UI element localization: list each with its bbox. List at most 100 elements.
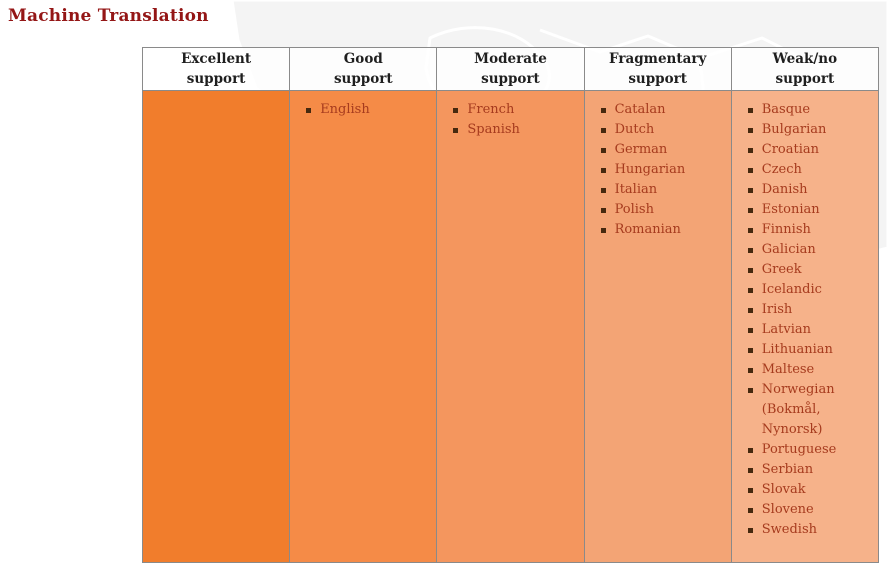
language-label: Latvian — [761, 322, 811, 337]
language-item: Basque — [747, 100, 864, 120]
language-label: English — [320, 102, 370, 117]
language-label: Croatian — [761, 142, 819, 157]
language-item: Polish — [600, 200, 717, 220]
header-excellent-support: Excellent support — [141, 47, 291, 91]
language-label: Serbian — [761, 462, 814, 477]
language-item: Icelandic — [747, 280, 864, 300]
language-label: Portuguese — [761, 442, 837, 457]
language-item: Dutch — [600, 120, 717, 140]
cell-excellent-support — [141, 90, 291, 563]
body-row: English French — [141, 90, 880, 563]
language-list-good: English — [290, 91, 436, 120]
language-item: German — [600, 140, 717, 160]
language-item: Catalan — [600, 100, 717, 120]
language-label: Greek — [761, 262, 802, 277]
bullet-icon — [747, 288, 753, 293]
language-label: Danish — [761, 182, 808, 197]
language-label: Slovak — [761, 482, 806, 497]
bullet-icon — [747, 168, 753, 173]
language-list-weak-no: Basque Bulgarian Croatian — [732, 91, 878, 540]
bullet-icon — [747, 508, 753, 513]
language-item: Italian — [600, 180, 717, 200]
language-item: English — [305, 100, 422, 120]
language-label: Spanish — [467, 122, 520, 137]
bullet-icon — [747, 308, 753, 313]
language-item: Romanian — [600, 220, 717, 240]
language-item: Finnish — [747, 220, 864, 240]
language-label: Slovene — [761, 502, 814, 517]
bullet-icon — [747, 388, 753, 393]
machine-translation-support-table: Excellent support Good support Moderate … — [141, 47, 880, 563]
language-item: Latvian — [747, 320, 864, 340]
language-item: Czech — [747, 160, 864, 180]
language-item: Hungarian — [600, 160, 717, 180]
language-label: Bulgarian — [761, 122, 827, 137]
language-item: Spanish — [452, 120, 569, 140]
language-item: Portuguese — [747, 440, 864, 460]
language-label: Dutch — [614, 122, 655, 137]
bullet-icon — [600, 148, 606, 153]
bullet-icon — [600, 168, 606, 173]
bullet-icon — [747, 188, 753, 193]
bullet-icon — [747, 228, 753, 233]
language-item: Slovak — [747, 480, 864, 500]
language-item: Croatian — [747, 140, 864, 160]
language-list-excellent — [143, 91, 289, 100]
bullet-icon — [747, 248, 753, 253]
cell-good-support: English — [289, 90, 438, 563]
header-fragmentary-support: Fragmentary support — [583, 47, 732, 91]
bullet-icon — [747, 348, 753, 353]
language-label: Lithuanian — [761, 342, 833, 357]
language-list-fragmentary: Catalan Dutch German — [585, 91, 731, 240]
page-title: Machine Translation — [8, 6, 209, 26]
bullet-icon — [747, 148, 753, 153]
bullet-icon — [747, 328, 753, 333]
header-row: Excellent support Good support Moderate … — [141, 47, 880, 91]
language-item: Swedish — [747, 520, 864, 540]
header-good-support: Good support — [289, 47, 438, 91]
cell-weak-no-support: Basque Bulgarian Croatian — [730, 90, 880, 563]
language-label: Italian — [614, 182, 658, 197]
language-label: Norwegian (Bokmål, Nynorsk) — [761, 382, 835, 437]
language-label: Hungarian — [614, 162, 686, 177]
language-item: Bulgarian — [747, 120, 864, 140]
language-label: Swedish — [761, 522, 817, 537]
language-item: Danish — [747, 180, 864, 200]
bullet-icon — [747, 528, 753, 533]
language-label: Finnish — [761, 222, 811, 237]
bullet-icon — [600, 188, 606, 193]
language-item: French — [452, 100, 569, 120]
language-item: Norwegian (Bokmål, Nynorsk) — [747, 380, 864, 440]
bullet-icon — [600, 128, 606, 133]
bullet-icon — [453, 108, 459, 113]
bullet-icon — [747, 488, 753, 493]
language-label: Catalan — [614, 102, 666, 117]
language-item: Irish — [747, 300, 864, 320]
language-label: Polish — [614, 202, 654, 217]
language-item: Serbian — [747, 460, 864, 480]
language-label: Estonian — [761, 202, 820, 217]
language-item: Galician — [747, 240, 864, 260]
bullet-icon — [747, 468, 753, 473]
language-label: Czech — [761, 162, 802, 177]
language-label: Icelandic — [761, 282, 822, 297]
language-item: Estonian — [747, 200, 864, 220]
bullet-icon — [747, 208, 753, 213]
language-label: Irish — [761, 302, 793, 317]
language-item: Slovene — [747, 500, 864, 520]
language-item: Lithuanian — [747, 340, 864, 360]
bullet-icon — [747, 368, 753, 373]
bullet-icon — [747, 128, 753, 133]
language-list-moderate: French Spanish — [437, 91, 583, 140]
language-label: Basque — [761, 102, 811, 117]
bullet-icon — [747, 448, 753, 453]
bullet-icon — [600, 228, 606, 233]
language-label: French — [467, 102, 515, 117]
header-weak-no-support: Weak/no support — [730, 47, 880, 91]
bullet-icon — [747, 268, 753, 273]
language-label: Maltese — [761, 362, 815, 377]
cell-moderate-support: French Spanish — [436, 90, 585, 563]
bullet-icon — [600, 208, 606, 213]
language-label: German — [614, 142, 668, 157]
